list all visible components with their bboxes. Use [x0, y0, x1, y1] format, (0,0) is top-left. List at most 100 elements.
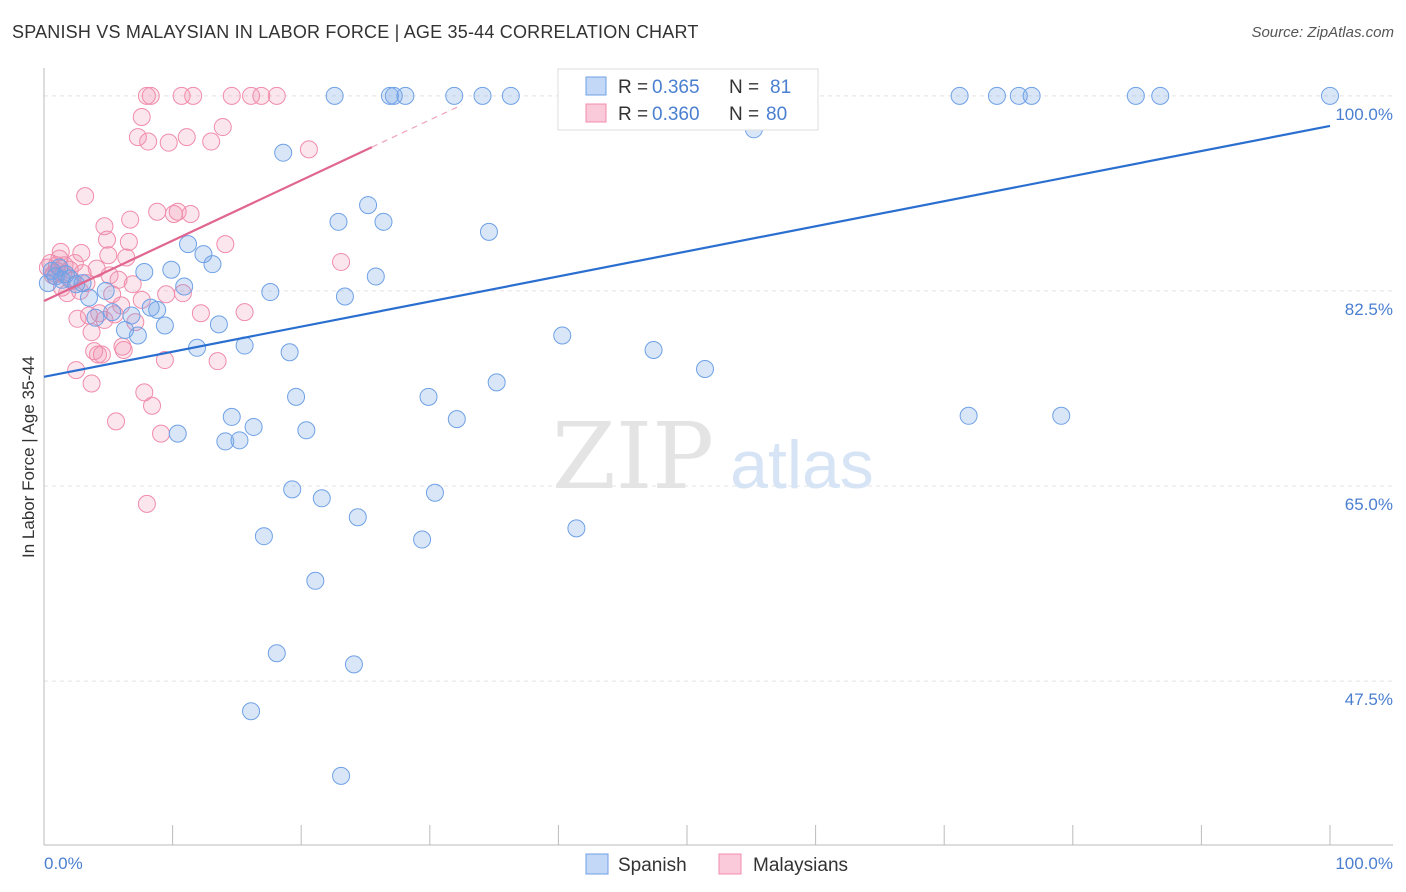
- spanish-point-21: [168, 424, 187, 443]
- malaysians-point-30: [119, 232, 138, 251]
- y-tick-label-0: 100.0%: [1335, 105, 1393, 124]
- series-malaysians: [38, 86, 351, 513]
- spanish-point-37: [242, 702, 261, 721]
- chart-title: SPANISH VS MALAYSIAN IN LABOR FORCE | AG…: [12, 22, 699, 42]
- spanish-point-60: [447, 410, 466, 429]
- spanish-point-63: [487, 373, 506, 392]
- bottom-legend-swatch-malaysians: [718, 853, 742, 875]
- spanish-point-28: [216, 432, 235, 451]
- spanish-point-18: [148, 300, 167, 319]
- spanish-point-56: [413, 530, 432, 549]
- axes: [43, 68, 1393, 846]
- malaysians-trend-extension: [371, 104, 463, 148]
- spanish-point-77: [1052, 406, 1071, 425]
- spanish-point-20: [162, 260, 181, 279]
- malaysians-point-78: [157, 285, 176, 304]
- legend-swatch-spanish: [585, 76, 607, 96]
- y-tick-label-2: 65.0%: [1345, 495, 1393, 514]
- spanish-point-19: [155, 316, 174, 335]
- malaysians-point-56: [252, 86, 271, 105]
- watermark-zip: ZIP: [552, 403, 714, 510]
- spanish-point-64: [501, 86, 520, 105]
- malaysians-point-79: [172, 86, 191, 105]
- source-label: Source: ZipAtlas.com: [1251, 24, 1394, 41]
- legend-n-value-malaysians: 80: [766, 104, 787, 125]
- malaysians-point-68: [95, 217, 114, 236]
- spanish-point-57: [419, 387, 438, 406]
- spanish-point-43: [312, 489, 331, 508]
- spanish-point-14: [122, 306, 141, 325]
- malaysians-point-76: [89, 345, 108, 364]
- spanish-point-59: [445, 86, 464, 105]
- spanish-point-44: [325, 86, 344, 105]
- malaysians-point-49: [202, 132, 221, 151]
- spanish-point-40: [287, 387, 306, 406]
- spanish-point-34: [274, 143, 293, 162]
- spanish-point-16: [135, 262, 154, 281]
- spanish-point-12: [103, 303, 122, 322]
- malaysians-point-66: [121, 210, 140, 229]
- watermark-atlas: atlas: [730, 427, 874, 503]
- bottom-legend-label-spanish: Spanish: [618, 855, 687, 876]
- malaysians-point-39: [152, 424, 171, 443]
- malaysians-trend-line: [43, 146, 373, 302]
- spanish-point-27: [209, 315, 228, 334]
- y-axis-title: In Labor Force | Age 35-44: [19, 356, 38, 558]
- spanish-point-29: [222, 407, 241, 426]
- series-spanish: [38, 86, 1339, 785]
- x-tick-label-max: 100.0%: [1335, 854, 1393, 873]
- malaysians-point-34: [132, 290, 151, 309]
- malaysians-point-60: [137, 86, 156, 105]
- spanish-point-11: [96, 281, 115, 300]
- spanish-point-52: [374, 212, 393, 231]
- malaysians-point-22: [98, 230, 117, 249]
- spanish-point-61: [473, 86, 492, 105]
- malaysians-point-50: [208, 352, 227, 371]
- y-tick-labels: 100.0% 82.5% 65.0% 47.5%: [1335, 105, 1393, 709]
- malaysians-point-41: [159, 133, 178, 152]
- spanish-point-72: [950, 86, 969, 105]
- malaysians-point-61: [141, 86, 160, 105]
- malaysians-point-59: [332, 252, 351, 271]
- spanish-point-79: [1151, 86, 1170, 105]
- gridlines: [44, 95, 1393, 682]
- spanish-point-9: [80, 288, 99, 307]
- spanish-point-22: [175, 277, 194, 296]
- spanish-point-48: [344, 655, 363, 674]
- spanish-point-67: [644, 341, 663, 360]
- malaysians-point-57: [267, 86, 286, 105]
- spanish-point-39: [283, 480, 302, 499]
- spanish-point-45: [329, 212, 348, 231]
- legend-r-value-malaysians: 0.360: [652, 104, 700, 125]
- series-legend: Spanish Malaysians: [585, 853, 848, 876]
- malaysians-point-33: [128, 128, 147, 147]
- spanish-point-50: [359, 196, 378, 215]
- malaysians-point-46: [181, 205, 200, 224]
- spanish-point-38: [280, 343, 299, 362]
- malaysians-point-48: [191, 304, 210, 323]
- spanish-point-23: [179, 235, 198, 254]
- trend-lines: [43, 104, 1331, 378]
- malaysians-point-55: [242, 86, 261, 105]
- spanish-point-35: [267, 644, 286, 663]
- malaysians-point-62: [132, 108, 151, 127]
- spanish-point-55: [396, 86, 415, 105]
- malaysians-point-31: [123, 275, 142, 294]
- legend-r-label-malaysians: R =: [618, 104, 648, 125]
- malaysians-point-74: [72, 244, 91, 263]
- spanish-point-47: [335, 287, 354, 306]
- correlation-legend: R = 0.365 N = 81 R = 0.360 N = 80: [557, 68, 819, 131]
- spanish-point-25: [194, 245, 213, 264]
- spanish-point-10: [86, 308, 105, 327]
- spanish-point-73: [959, 406, 978, 425]
- x-ticks: [172, 825, 1331, 845]
- spanish-point-74: [987, 86, 1006, 105]
- y-tick-label-3: 47.5%: [1345, 690, 1393, 709]
- y-tick-label-1: 82.5%: [1345, 300, 1393, 319]
- malaysians-point-51: [213, 118, 232, 137]
- malaysians-point-26: [109, 270, 128, 289]
- malaysians-point-70: [137, 494, 156, 513]
- spanish-point-68: [696, 359, 715, 378]
- malaysians-point-35: [135, 383, 154, 402]
- spanish-point-62: [479, 222, 498, 241]
